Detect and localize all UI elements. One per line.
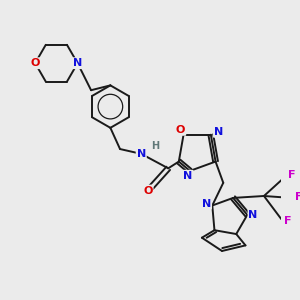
Text: N: N xyxy=(214,127,223,137)
Text: O: O xyxy=(143,185,153,196)
Text: N: N xyxy=(248,210,258,220)
Text: N: N xyxy=(136,149,146,159)
Text: F: F xyxy=(284,216,292,226)
Text: H: H xyxy=(151,141,159,151)
Text: F: F xyxy=(288,170,296,180)
Text: N: N xyxy=(183,171,193,181)
Text: F: F xyxy=(295,192,300,202)
Text: N: N xyxy=(202,199,211,208)
Text: O: O xyxy=(176,125,185,135)
Text: N: N xyxy=(73,58,82,68)
Text: O: O xyxy=(31,58,40,68)
